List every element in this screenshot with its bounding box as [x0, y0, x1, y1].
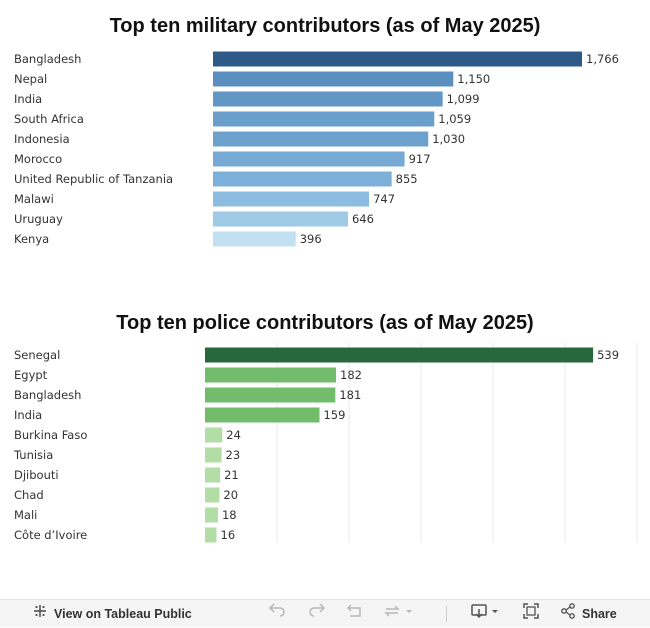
police-bar[interactable]: [205, 407, 320, 423]
military-bar[interactable]: [213, 231, 296, 247]
military-category-label: Indonesia: [14, 132, 70, 146]
police-category-label: Bangladesh: [14, 388, 81, 402]
military-category-label: United Republic of Tanzania: [14, 172, 173, 186]
military-bar[interactable]: [213, 131, 429, 147]
undo-button[interactable]: [268, 600, 286, 628]
police-category-label: Burkina Faso: [14, 428, 87, 442]
police-category-label: India: [14, 408, 42, 422]
police-value-label: 159: [323, 408, 345, 422]
police-bar[interactable]: [205, 427, 223, 443]
share-icon: [560, 600, 576, 628]
police-value-label: 18: [222, 508, 237, 522]
military-bar[interactable]: [213, 111, 435, 127]
refresh-icon: [384, 600, 414, 628]
military-value-label: 396: [300, 232, 322, 246]
police-bar[interactable]: [205, 347, 594, 363]
download-icon: [470, 600, 502, 628]
redo-icon: [308, 600, 326, 628]
military-bar[interactable]: [213, 91, 443, 107]
military-bar-chart: Bangladesh 1,766 Nepal 1,150 India 1,099 South…: [14, 51, 619, 247]
military-bar[interactable]: [213, 191, 370, 207]
military-bar[interactable]: [213, 211, 348, 227]
police-value-label: 20: [223, 488, 238, 502]
police-category-label: Chad: [14, 488, 44, 502]
military-category-label: Morocco: [14, 152, 62, 166]
military-value-label: 747: [373, 192, 395, 206]
military-value-label: 1,766: [586, 52, 619, 66]
police-value-label: 23: [226, 448, 241, 462]
view-on-tableau-label: View on Tableau Public: [54, 607, 192, 621]
military-value-label: 917: [409, 152, 431, 166]
share-button[interactable]: Share: [560, 600, 617, 628]
police-category-label: Senegal: [14, 348, 60, 362]
revert-button[interactable]: [346, 600, 364, 628]
military-category-label: Kenya: [14, 232, 49, 246]
police-category-label: Tunisia: [13, 448, 53, 462]
police-category-label: Côte d’Ivoire: [14, 528, 87, 542]
military-value-label: 646: [352, 212, 374, 226]
police-bar[interactable]: [205, 527, 217, 543]
military-bar[interactable]: [213, 151, 405, 167]
military-value-label: 1,150: [457, 72, 490, 86]
military-bar[interactable]: [213, 71, 454, 87]
fullscreen-button[interactable]: [522, 600, 540, 628]
military-category-label: Bangladesh: [14, 52, 81, 66]
military-category-label: India: [14, 92, 42, 106]
police-value-label: 24: [226, 428, 241, 442]
fullscreen-icon: [522, 600, 540, 628]
undo-icon: [268, 600, 286, 628]
military-value-label: 855: [396, 172, 418, 186]
tableau-icon: [32, 600, 48, 628]
police-value-label: 16: [221, 528, 236, 542]
police-bar[interactable]: [205, 487, 220, 503]
toolbar-divider: [446, 606, 447, 622]
military-value-label: 1,099: [447, 92, 480, 106]
military-bar[interactable]: [213, 51, 582, 67]
police-value-label: 181: [339, 388, 361, 402]
view-on-tableau-button[interactable]: View on Tableau Public: [32, 600, 192, 628]
military-bar[interactable]: [213, 171, 392, 187]
police-category-label: Djibouti: [14, 468, 59, 482]
police-bar[interactable]: [205, 507, 218, 523]
police-category-label: Mali: [14, 508, 37, 522]
refresh-button[interactable]: [384, 600, 414, 628]
police-category-label: Egypt: [14, 368, 48, 382]
military-category-label: Nepal: [14, 72, 47, 86]
police-chart-title: Top ten police contributors (as of May 2…: [116, 312, 534, 334]
revert-icon: [346, 600, 364, 628]
tableau-toolbar: View on Tableau Public Share: [0, 599, 650, 627]
police-bar[interactable]: [205, 467, 221, 483]
police-value-label: 539: [597, 348, 619, 362]
police-bar[interactable]: [205, 447, 222, 463]
download-button[interactable]: [470, 600, 502, 628]
military-category-label: Uruguay: [14, 212, 63, 226]
military-category-label: Malawi: [14, 192, 54, 206]
military-value-label: 1,059: [438, 112, 471, 126]
military-chart-title: Top ten military contributors (as of May…: [109, 15, 541, 37]
redo-button[interactable]: [308, 600, 326, 628]
military-category-label: South Africa: [14, 112, 84, 126]
share-label: Share: [582, 607, 617, 621]
police-bar-chart: Senegal 539 Egypt 182 Bangladesh 181 India 159 B…: [13, 343, 638, 543]
police-value-label: 21: [224, 468, 239, 482]
military-value-label: 1,030: [432, 132, 465, 146]
police-value-label: 182: [340, 368, 362, 382]
police-bar[interactable]: [205, 367, 337, 383]
police-bar[interactable]: [205, 387, 336, 403]
